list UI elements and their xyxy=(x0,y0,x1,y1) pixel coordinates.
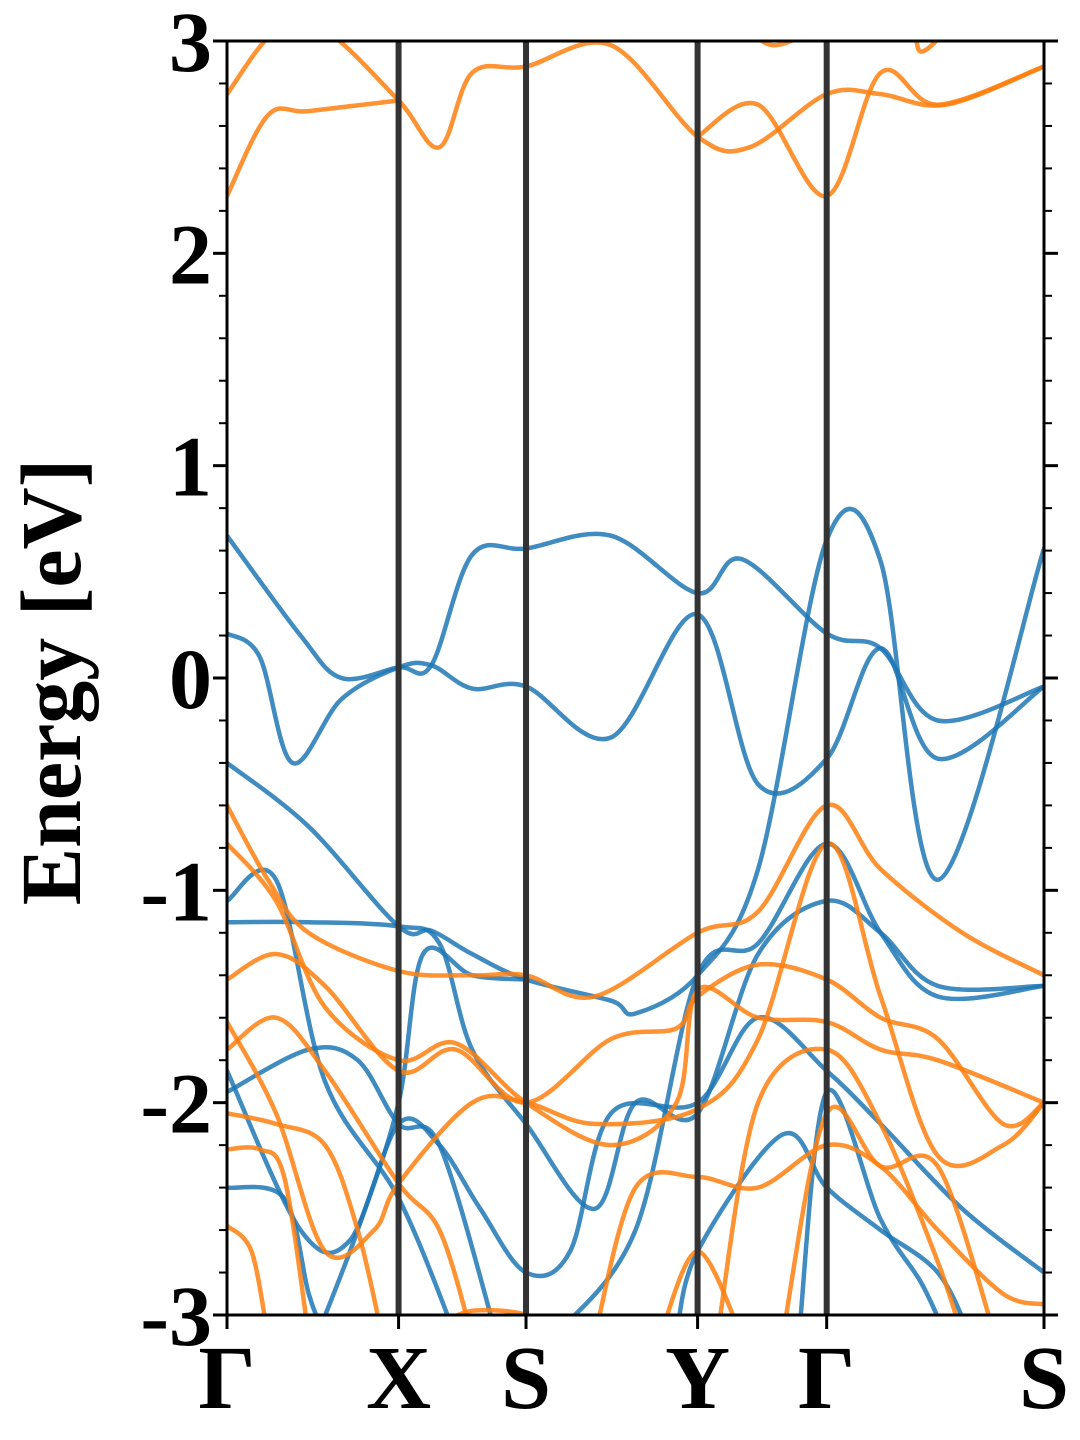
band-blue-8 xyxy=(322,945,529,1315)
band-orange-22 xyxy=(227,1145,308,1315)
ytick-label: 2 xyxy=(169,206,212,302)
ytick-label: -2 xyxy=(140,1056,212,1152)
band-orange-24 xyxy=(453,1307,531,1315)
band-orange-17 xyxy=(227,841,1044,1148)
band-orange-28 xyxy=(783,1104,991,1315)
xtick-label: Γ xyxy=(198,1329,255,1428)
band-orange-16 xyxy=(227,802,1044,1000)
band-orange-20 xyxy=(227,1015,469,1315)
ytick-label: 3 xyxy=(169,0,212,90)
band-lines xyxy=(227,41,1044,1315)
xtick-label: X xyxy=(366,1329,431,1428)
band-orange-15 xyxy=(758,41,940,54)
band-orange-18 xyxy=(227,951,1044,1129)
ytick-label: -1 xyxy=(140,843,212,939)
xtick-label: S xyxy=(501,1329,551,1428)
ytick-label: 1 xyxy=(169,419,212,515)
band-blue-7 xyxy=(227,1184,319,1315)
band-orange-14 xyxy=(695,64,1044,199)
y-ticks: 3 2 1 0 -1 -2 -3 xyxy=(140,0,1058,1364)
band-blue-9 xyxy=(571,841,1044,1315)
band-orange-27 xyxy=(718,1046,959,1315)
y-axis-label: Energy [eV] xyxy=(3,459,99,906)
band-blue-4 xyxy=(227,867,450,1315)
xtick-label: Y xyxy=(665,1329,730,1428)
ytick-label: -3 xyxy=(140,1268,212,1364)
band-orange-19 xyxy=(227,841,1044,1261)
band-orange-12 xyxy=(227,41,1044,154)
band-orange-21 xyxy=(227,1111,380,1315)
band-blue-2 xyxy=(227,506,1044,1017)
xtick-label: Γ xyxy=(798,1329,855,1428)
band-blue-11 xyxy=(798,1087,940,1315)
ytick-label: 0 xyxy=(169,631,212,727)
band-orange-13 xyxy=(227,98,401,199)
high-symmetry-lines xyxy=(395,41,830,1315)
band-blue-1 xyxy=(227,612,1044,796)
band-blue-3 xyxy=(227,898,1044,1212)
band-orange-23 xyxy=(227,1223,267,1315)
xtick-label: S xyxy=(1019,1329,1069,1428)
